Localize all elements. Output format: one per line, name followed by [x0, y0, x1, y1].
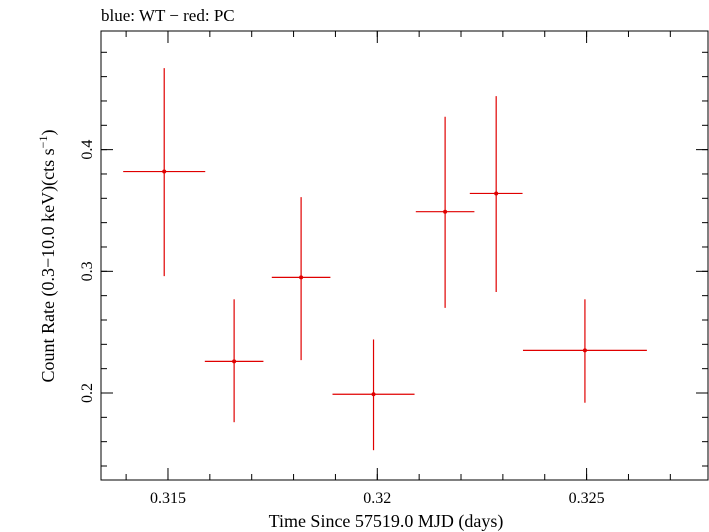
data-point [469, 96, 523, 293]
data-point [332, 339, 415, 451]
data-point [415, 116, 475, 308]
data-point [522, 299, 647, 403]
data-marker [494, 191, 499, 196]
tick-labels: 0.315 0.32 0.325 0.2 0.3 0.4 [79, 140, 605, 507]
y-tick-label: 0.4 [79, 140, 96, 160]
chart-title: blue: WT − red: PC [101, 6, 235, 25]
data-marker [582, 348, 587, 353]
x-axis-label: Time Since 57519.0 MJD (days) [269, 511, 504, 532]
data-marker [371, 392, 376, 397]
y-axis-label: Count Rate (0.3−10.0 keV)(cts s−1) [36, 130, 59, 383]
data-marker [299, 275, 304, 280]
y-axis-label-main: Count Rate (0.3−10.0 keV)(cts s [38, 148, 59, 382]
x-tick-label: 0.325 [569, 490, 605, 507]
x-tick-label: 0.315 [150, 490, 186, 507]
data-marker [162, 169, 167, 174]
y-tick-label: 0.2 [79, 383, 96, 403]
data-point [271, 197, 331, 361]
data-series-pc [123, 68, 647, 451]
plot-frame [100, 30, 709, 481]
y-tick-label: 0.3 [79, 261, 96, 281]
data-point [204, 299, 264, 423]
x-tick-label: 0.32 [363, 490, 391, 507]
data-marker [232, 359, 237, 364]
y-axis-label-exponent: −1 [36, 136, 50, 149]
data-point [123, 68, 206, 277]
axis-ticks [101, 31, 708, 480]
y-axis-label-end: ) [38, 130, 59, 136]
data-marker [443, 209, 448, 214]
